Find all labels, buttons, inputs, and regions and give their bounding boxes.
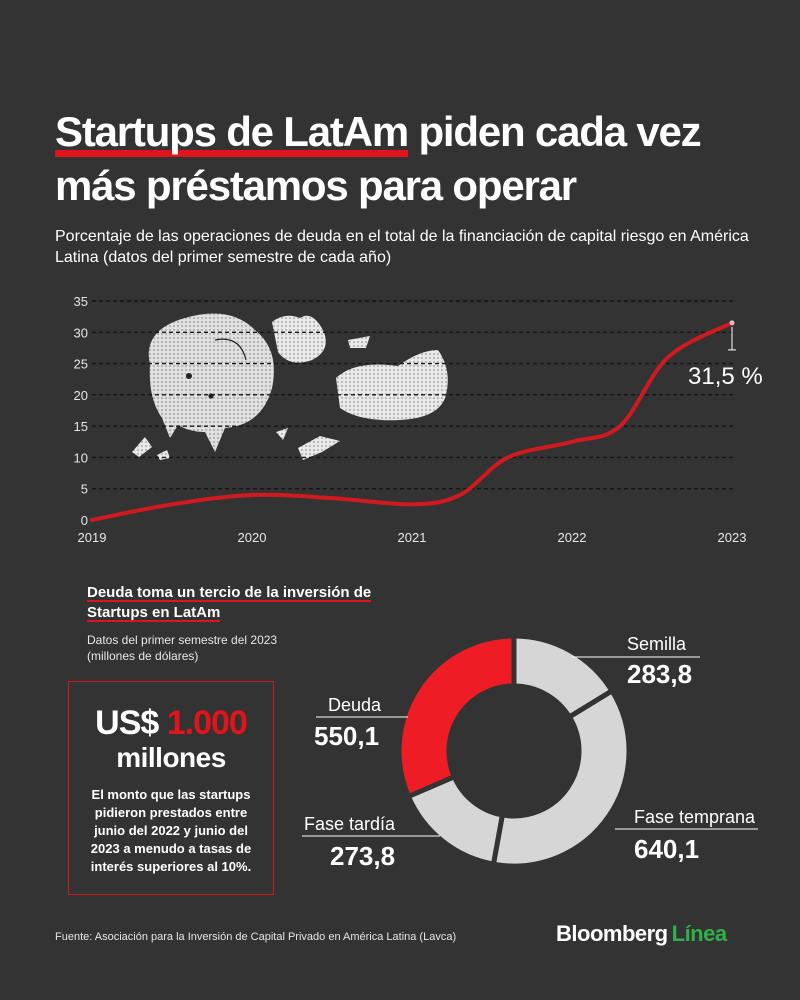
callout-amount: 1.000 bbox=[166, 704, 248, 742]
x-tick-label: 2019 bbox=[78, 530, 107, 545]
series-line bbox=[90, 320, 734, 522]
donut-chart: Semilla 283,8 Fase temprana 640,1 Fase tardí… bbox=[302, 633, 758, 871]
slice-value: 640,1 bbox=[634, 834, 699, 864]
chart-subtitle: Porcentaje de las operaciones de deuda e… bbox=[55, 228, 749, 266]
slice-label: Fase tardía bbox=[304, 814, 396, 834]
callout-unit: millones bbox=[116, 742, 226, 773]
source-note: Fuente: Asociación para la Inversión de … bbox=[55, 931, 457, 943]
brand-logo: Bloomberg Línea bbox=[556, 921, 727, 946]
x-tick-label: 2020 bbox=[238, 530, 267, 545]
y-tick-label: 10 bbox=[74, 450, 88, 465]
donut-note: Datos del primer semestre del 2023 (mill… bbox=[87, 633, 278, 663]
callout-prefix: US$ bbox=[95, 704, 167, 742]
donut-title: Deuda toma un tercio de la inversión de … bbox=[87, 584, 372, 622]
slice-value: 550,1 bbox=[314, 721, 379, 751]
y-tick-label: 15 bbox=[74, 419, 88, 434]
slice-value: 273,8 bbox=[330, 841, 395, 871]
x-tick-label: 2021 bbox=[398, 530, 427, 545]
y-tick-label: 0 bbox=[81, 513, 88, 528]
title-rest: piden cada vez más préstamos para operar bbox=[55, 108, 702, 209]
callout-amount-line: US$ 1.000 bbox=[69, 704, 273, 742]
piggy-bank-illustration bbox=[132, 313, 448, 460]
line-chart: 0 5 10 15 20 25 30 35 2019 2020 2021 2022 2023 31,5 % bbox=[74, 294, 763, 545]
donut-slice bbox=[490, 687, 632, 869]
y-tick-label: 5 bbox=[81, 482, 88, 497]
x-tick-label: 2022 bbox=[558, 530, 587, 545]
end-point-marker bbox=[729, 320, 735, 326]
slice-label: Deuda bbox=[328, 695, 382, 715]
end-value-label: 31,5 % bbox=[688, 363, 763, 390]
title-highlight: Startups de LatAm bbox=[55, 108, 409, 157]
y-tick-label: 35 bbox=[74, 294, 88, 309]
slice-label: Semilla bbox=[627, 634, 687, 654]
y-tick-label: 20 bbox=[74, 388, 88, 403]
callout-description: El monto que las startups pidieron prest… bbox=[90, 787, 252, 874]
slice-label: Fase temprana bbox=[634, 807, 756, 827]
x-tick-label: 2023 bbox=[718, 530, 747, 545]
donut-slice bbox=[396, 633, 517, 800]
callout-box: US$ 1.000 millones El monto que las star… bbox=[68, 681, 274, 895]
y-tick-label: 25 bbox=[74, 357, 88, 372]
slice-value: 283,8 bbox=[627, 659, 692, 689]
page-title: Startups de LatAm piden cada vez más pré… bbox=[55, 105, 755, 213]
y-tick-label: 30 bbox=[74, 325, 88, 340]
